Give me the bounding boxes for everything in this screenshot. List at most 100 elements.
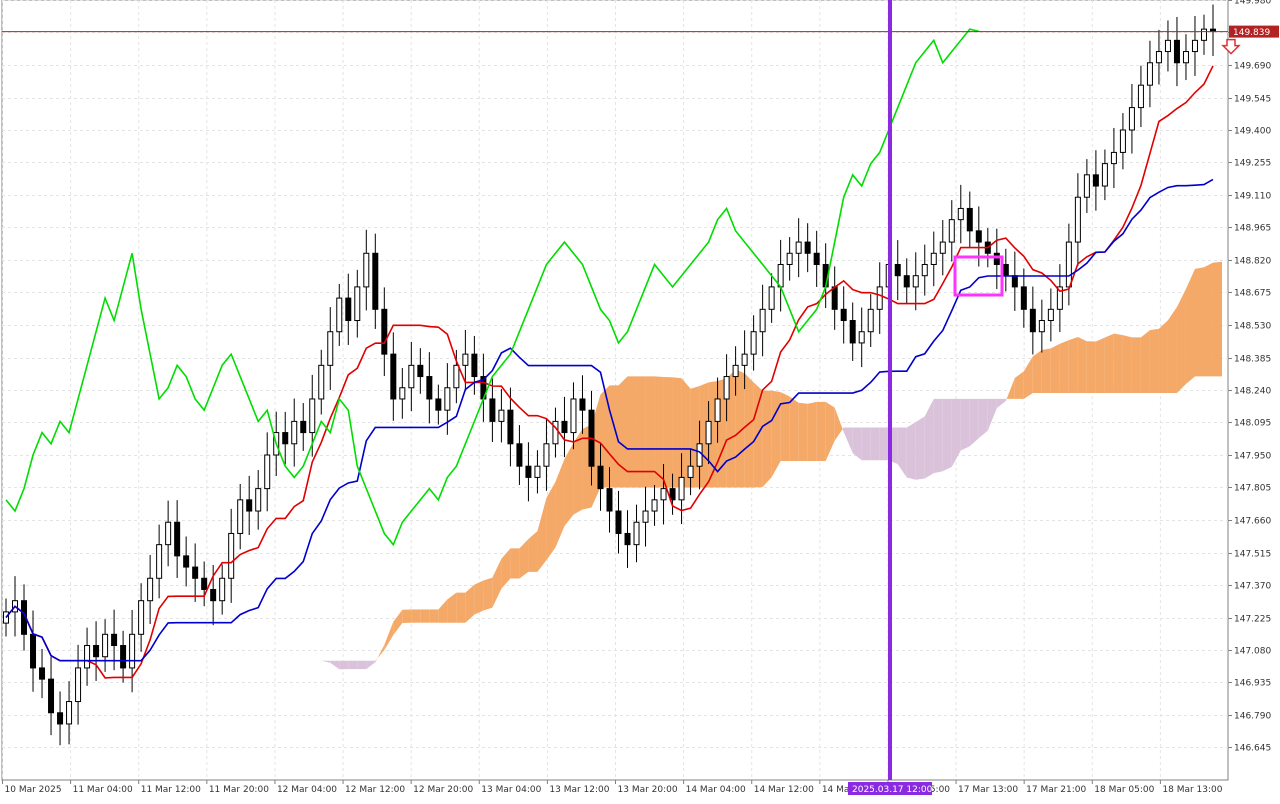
candle-bullish bbox=[741, 353, 748, 366]
y-tick-label: 148.240 bbox=[1234, 387, 1271, 397]
kumo-bullish-segment bbox=[555, 459, 565, 548]
y-tick-label: 149.545 bbox=[1234, 95, 1271, 105]
kumo-bullish-segment bbox=[501, 548, 511, 589]
y-tick-label: 149.690 bbox=[1234, 62, 1271, 72]
candle-bearish bbox=[615, 510, 622, 534]
candle-bullish bbox=[1128, 107, 1135, 131]
candle-bullish bbox=[318, 364, 325, 400]
candle-bearish bbox=[1029, 308, 1036, 333]
candle-bearish bbox=[300, 420, 307, 434]
candle-bullish bbox=[921, 263, 928, 277]
candle-bullish bbox=[930, 252, 937, 265]
kumo-bearish-segment bbox=[933, 398, 943, 474]
candle-bullish bbox=[84, 645, 91, 669]
candle-bullish bbox=[1056, 286, 1063, 310]
candle-bullish bbox=[363, 252, 370, 288]
kumo-bullish-segment bbox=[636, 376, 646, 488]
kumo-bullish-segment bbox=[762, 390, 772, 488]
candle-bullish bbox=[1200, 28, 1207, 41]
candle-bearish bbox=[210, 588, 217, 602]
kumo-bullish-segment bbox=[474, 580, 484, 615]
candle-bullish bbox=[156, 544, 163, 579]
kumo-bullish-segment bbox=[483, 577, 493, 611]
candle-bullish bbox=[750, 331, 757, 355]
candle-bearish bbox=[579, 398, 586, 411]
kumo-bullish-segment bbox=[627, 376, 637, 488]
candle-bullish bbox=[1083, 174, 1090, 198]
candle-bearish bbox=[417, 364, 424, 378]
candle-bullish bbox=[957, 207, 964, 221]
kumo-bearish-segment bbox=[852, 427, 862, 461]
x-tick-label: 13 Mar 20:00 bbox=[618, 785, 678, 795]
x-tick-label: 11 Mar 20:00 bbox=[209, 785, 269, 795]
candle-bullish bbox=[453, 364, 460, 389]
kumo-bearish-segment bbox=[951, 398, 961, 467]
y-tick-label: 146.645 bbox=[1234, 744, 1271, 754]
y-tick-label: 148.675 bbox=[1234, 289, 1271, 299]
candle-bearish bbox=[39, 667, 46, 680]
kumo-bullish-segment bbox=[1068, 336, 1078, 394]
kumo-bullish-segment bbox=[789, 396, 799, 462]
kumo-bearish-segment bbox=[987, 398, 997, 431]
kumo-bearish-segment bbox=[870, 427, 880, 461]
kumo-bullish-segment bbox=[1203, 262, 1213, 377]
kumo-bullish-segment bbox=[573, 428, 583, 515]
x-tick-label: 18 Mar 05:00 bbox=[1094, 785, 1154, 795]
candle-bullish bbox=[1047, 308, 1054, 322]
candle-bearish bbox=[561, 420, 568, 434]
candle-bearish bbox=[1092, 174, 1099, 187]
y-tick-label: 146.935 bbox=[1234, 679, 1271, 689]
kumo-bearish-segment bbox=[996, 398, 1006, 409]
kumo-bearish-segment bbox=[339, 660, 349, 670]
candle-bearish bbox=[120, 645, 127, 669]
kumo-bullish-segment bbox=[1158, 320, 1168, 394]
candle-bullish bbox=[498, 409, 505, 422]
kumo-bearish-segment bbox=[915, 416, 925, 480]
kumo-bullish-segment bbox=[1140, 330, 1150, 394]
y-tick-label: 147.950 bbox=[1234, 452, 1271, 462]
kumo-bullish-segment bbox=[1059, 340, 1069, 394]
candle-bearish bbox=[975, 230, 982, 243]
kumo-bearish-segment bbox=[897, 427, 907, 478]
kumo-bullish-segment bbox=[771, 390, 781, 478]
candle-bearish bbox=[435, 398, 442, 411]
candle-bullish bbox=[768, 286, 775, 310]
kumo-bullish-segment bbox=[780, 392, 790, 462]
candle-bearish bbox=[1020, 286, 1027, 310]
x-tick-label: 12 Mar 12:00 bbox=[345, 785, 405, 795]
candle-bearish bbox=[390, 353, 397, 400]
candle-bullish bbox=[1101, 163, 1108, 187]
candle-bullish bbox=[1137, 84, 1144, 109]
kumo-bullish-segment bbox=[438, 599, 448, 623]
kumo-bullish-segment bbox=[420, 609, 430, 623]
y-tick-label: 147.660 bbox=[1234, 517, 1271, 527]
kumo-bullish-segment bbox=[456, 592, 466, 623]
candle-bullish bbox=[138, 600, 145, 635]
candle-bearish bbox=[507, 409, 514, 445]
candle-bullish bbox=[678, 476, 685, 501]
kumo-bullish-segment bbox=[393, 609, 403, 635]
kumo-bullish-segment bbox=[1023, 356, 1033, 399]
kumo-bearish-segment bbox=[843, 427, 853, 454]
candle-bearish bbox=[246, 499, 253, 512]
kumo-bearish-segment bbox=[924, 398, 934, 479]
kumo-bullish-segment bbox=[411, 609, 421, 623]
candle-bullish bbox=[759, 308, 766, 333]
x-tick-label: 17 Mar 21:00 bbox=[1026, 785, 1086, 795]
candle-bearish bbox=[993, 252, 1000, 265]
kumo-bullish-segment bbox=[807, 401, 817, 462]
x-tick-label: 13 Mar 12:00 bbox=[549, 785, 609, 795]
kumo-bullish-segment bbox=[510, 548, 520, 579]
y-tick-label: 148.820 bbox=[1234, 257, 1271, 267]
y-tick-label: 147.515 bbox=[1234, 550, 1271, 560]
kumo-bullish-segment bbox=[744, 373, 754, 488]
kumo-bullish-segment bbox=[402, 609, 412, 623]
candle-bullish bbox=[1164, 39, 1171, 53]
candle-bullish bbox=[462, 353, 469, 366]
kumo-bullish-segment bbox=[1131, 337, 1141, 394]
y-tick-label: 147.805 bbox=[1234, 484, 1271, 494]
kumo-bearish-segment bbox=[960, 398, 970, 451]
candle-bullish bbox=[786, 252, 793, 265]
